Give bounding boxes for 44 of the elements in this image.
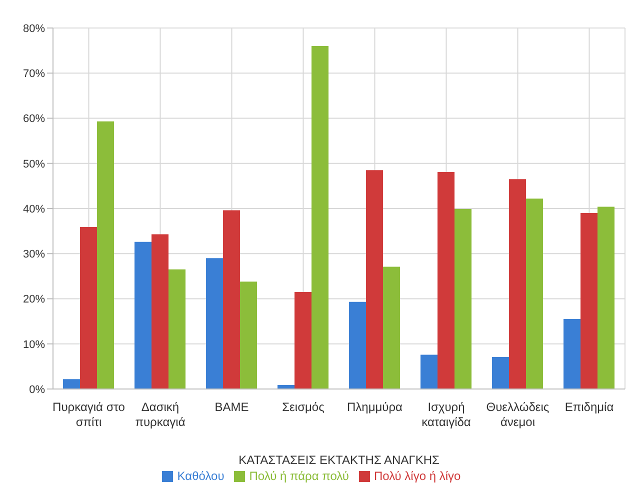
x-tick-label: Επιδημία [564, 400, 614, 414]
bar [206, 258, 224, 389]
bar [312, 46, 329, 389]
bar [598, 206, 615, 389]
x-tick-label: Πυρκαγιά στο σπίτι [52, 400, 126, 429]
bar [168, 269, 186, 389]
y-tick-label: 80% [22, 22, 46, 35]
bar [580, 213, 598, 389]
x-tick-label: ΒΑΜΕ [214, 400, 249, 414]
y-tick-label: 20% [22, 294, 46, 306]
bar [80, 227, 98, 389]
x-axis-title: ΚΑΤΑΣΤΑΣΕΙΣ ΕΚΤΑΚΤΗΣ ΑΝΑΓΚΗΣ [238, 453, 440, 467]
bar [349, 302, 366, 389]
bar [152, 234, 169, 389]
bar [383, 266, 400, 389]
bar [134, 242, 152, 389]
bar [294, 292, 312, 389]
x-tick-label: Πλημμύρα [347, 400, 403, 414]
y-tick-label: 0% [29, 384, 46, 396]
bar [420, 354, 438, 389]
x-tick-label: Ισχυρή καταιγίδα [422, 400, 471, 429]
bar [454, 208, 472, 389]
y-tick-label: 30% [22, 248, 46, 261]
legend-label: Καθόλου [177, 469, 224, 483]
bar [526, 198, 544, 389]
y-tick-label: 50% [22, 158, 46, 170]
bar [366, 170, 384, 389]
x-tick-label: Δασική πυρκαγιά [135, 400, 186, 429]
y-tick-label: 10% [22, 338, 46, 351]
x-tick-label: Σεισμός [282, 400, 325, 414]
bar [223, 210, 240, 389]
bar [63, 379, 80, 389]
y-tick-label: 70% [22, 68, 46, 80]
bar [509, 179, 526, 389]
legend-label: Πολύ ή πάρα πολύ [249, 469, 349, 483]
bar [564, 319, 581, 389]
bar [240, 282, 258, 389]
y-tick-label: 40% [22, 203, 46, 216]
bar [438, 172, 455, 389]
bar [97, 121, 114, 389]
legend-label: Πολύ λίγο ή λίγο [374, 469, 461, 483]
x-tick-label: Θυελλώδεις άνεμοι [486, 400, 550, 429]
bar [492, 356, 510, 389]
y-tick-label: 60% [22, 113, 46, 126]
